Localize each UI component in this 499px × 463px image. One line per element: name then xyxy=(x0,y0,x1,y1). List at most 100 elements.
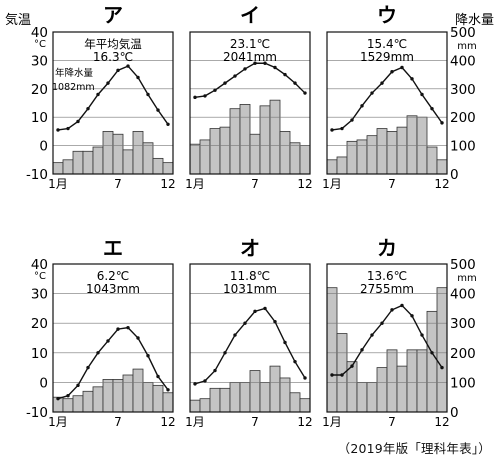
temperature-point xyxy=(56,128,60,132)
precip-bar xyxy=(366,381,378,413)
temp-tick-label: 0 xyxy=(39,139,48,155)
precip-bar xyxy=(199,398,211,413)
annual-temp: 6.2℃ xyxy=(97,269,130,283)
month-label: 12 xyxy=(160,177,175,191)
temperature-point xyxy=(330,128,334,132)
annual-precip: 1043mm xyxy=(86,282,140,296)
temperature-point xyxy=(126,325,130,330)
temperature-point xyxy=(76,383,80,388)
precip-bar xyxy=(356,381,368,413)
temperature-point xyxy=(166,122,170,127)
temperature-point xyxy=(66,126,70,131)
precip-bar xyxy=(356,139,368,175)
precip-bar xyxy=(142,381,154,413)
temperature-point xyxy=(283,72,287,77)
precip-tick-label: 400 xyxy=(450,53,476,69)
precip-tick-label: 0 xyxy=(450,405,459,421)
precip-bar xyxy=(406,115,418,175)
precip-bar xyxy=(279,130,291,175)
temperature-point xyxy=(390,70,394,74)
month-label: 1月 xyxy=(185,177,205,191)
temp-tick-label: -10 xyxy=(26,405,48,421)
temperature-point xyxy=(283,340,287,345)
precip-bar xyxy=(376,128,388,175)
precip-bar xyxy=(92,146,104,175)
temp-tick-label: 20 xyxy=(31,316,48,332)
precip-bar xyxy=(209,128,221,175)
precip-bar xyxy=(92,386,104,413)
precip-bar xyxy=(299,145,311,175)
precip-bar xyxy=(132,130,144,175)
precip-bar xyxy=(416,349,428,413)
temperature-point xyxy=(106,339,110,343)
precip-bar xyxy=(386,130,398,175)
plot-frame xyxy=(52,31,174,175)
precip-bar xyxy=(122,149,134,175)
right-axis-title: 降水量 xyxy=(455,13,494,28)
precip-tick-label: 500 xyxy=(450,257,476,273)
temperature-point xyxy=(420,333,424,337)
precip-bar xyxy=(426,310,438,413)
month-label: 1月 xyxy=(322,415,342,429)
precip-bar xyxy=(72,395,84,413)
precip-tick-label: 0 xyxy=(450,167,459,183)
precip-bar xyxy=(189,143,201,175)
precip-tick-label: 100 xyxy=(450,139,476,155)
month-label: 7 xyxy=(388,177,396,191)
precip-bar xyxy=(259,105,271,175)
precip-bar xyxy=(162,392,174,413)
month-label: 7 xyxy=(114,177,122,191)
temperature-point xyxy=(390,308,394,312)
month-label: 12 xyxy=(434,415,449,429)
precip-bar xyxy=(219,387,231,413)
month-label: 1月 xyxy=(185,415,205,429)
temperature-point xyxy=(203,379,207,383)
precip-bar xyxy=(152,157,164,175)
precip-bar xyxy=(199,139,211,175)
precip-bar xyxy=(326,159,338,175)
annual-temp-caption: 年平均気温 xyxy=(84,37,142,51)
precip-bar xyxy=(62,159,74,175)
precip-bar xyxy=(269,99,281,175)
temperature-point xyxy=(203,94,207,98)
temperature-point xyxy=(360,348,364,352)
precip-bar xyxy=(162,162,174,175)
temperature-point xyxy=(370,91,374,95)
plot-frame xyxy=(189,263,311,413)
precip-bar xyxy=(82,390,94,413)
temperature-line xyxy=(332,304,443,376)
temperature-point xyxy=(213,368,217,373)
panel-title: カ xyxy=(377,236,397,260)
temperature-line xyxy=(194,62,306,99)
month-label: 7 xyxy=(251,415,259,429)
annual-temp: 13.6℃ xyxy=(367,269,407,283)
precip-bar xyxy=(239,104,251,175)
temperature-line xyxy=(57,65,169,131)
precip-tick-label: 300 xyxy=(450,82,476,98)
precip-tick-label: 200 xyxy=(450,346,476,362)
temp-tick-label: 0 xyxy=(39,375,48,391)
month-label: 7 xyxy=(251,177,259,191)
temperature-point xyxy=(430,351,434,355)
month-label: 12 xyxy=(297,177,312,191)
temp-tick-label: 40 xyxy=(31,257,48,273)
temperature-point xyxy=(223,81,227,85)
temperature-point xyxy=(430,106,434,111)
temperature-point xyxy=(410,314,414,318)
temperature-point xyxy=(370,333,374,337)
temperature-point xyxy=(350,118,354,122)
annual-temp: 15.4℃ xyxy=(367,37,407,51)
temperature-point xyxy=(146,354,150,358)
temperature-point xyxy=(263,61,267,65)
precip-tick-label: 100 xyxy=(450,375,476,391)
temperature-point xyxy=(273,320,277,324)
temperature-point xyxy=(273,65,277,70)
temperature-point xyxy=(303,376,307,380)
precip-bar xyxy=(152,384,164,413)
precip-bar xyxy=(102,130,114,175)
precip-bar xyxy=(259,381,271,413)
precip-bar xyxy=(289,142,301,175)
temp-tick-label: -10 xyxy=(26,167,48,183)
temperature-line xyxy=(331,66,443,131)
